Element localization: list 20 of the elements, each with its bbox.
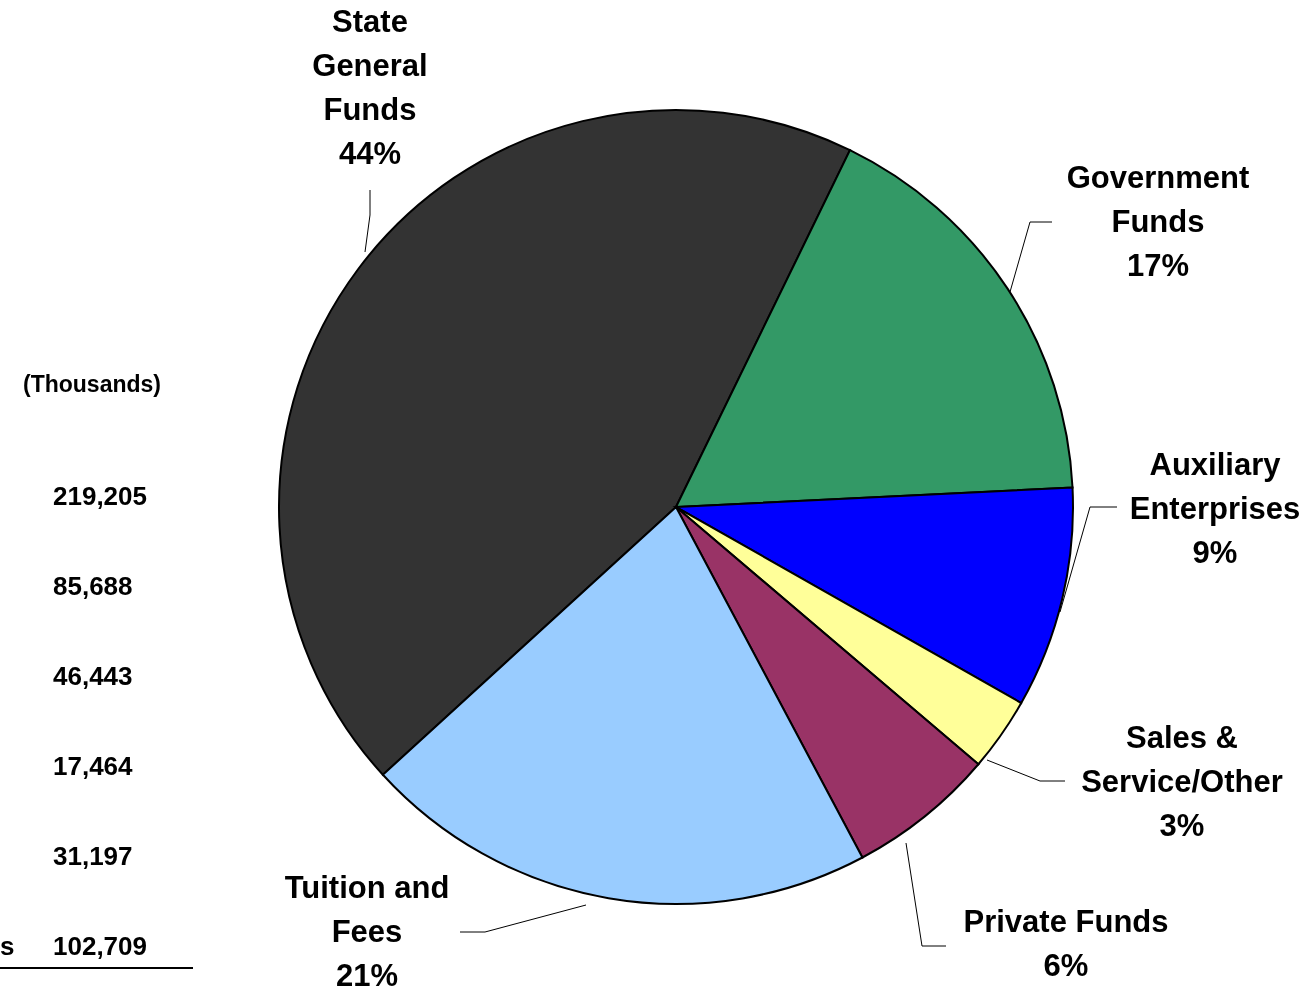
- text: 219,205: [53, 481, 147, 511]
- slice-label: Sales & Service/Other: [1081, 720, 1283, 799]
- text: 17,464: [53, 751, 134, 781]
- data-label: 44%: [338, 136, 402, 171]
- text: 46,443: [53, 661, 133, 691]
- text: 85,688: [53, 571, 133, 601]
- slice-label: Private Funds: [963, 904, 1169, 939]
- data-label: 6%: [1043, 948, 1089, 983]
- data-label: 17%: [1126, 248, 1190, 283]
- data-label: 21%: [335, 958, 399, 990]
- data-label: 3%: [1159, 808, 1205, 843]
- slice-label: Auxiliary Enterprises: [1129, 447, 1301, 526]
- data-label: 9%: [1192, 535, 1238, 570]
- text: 31,197: [53, 841, 133, 871]
- slice-label: Tuition and Fees: [284, 870, 450, 949]
- slice-label: State General Funds: [312, 4, 428, 127]
- text: 102,709: [53, 931, 147, 961]
- slice-label: Government Funds: [1066, 160, 1250, 239]
- text: s: [0, 931, 15, 961]
- text: (Thousands): [23, 371, 161, 397]
